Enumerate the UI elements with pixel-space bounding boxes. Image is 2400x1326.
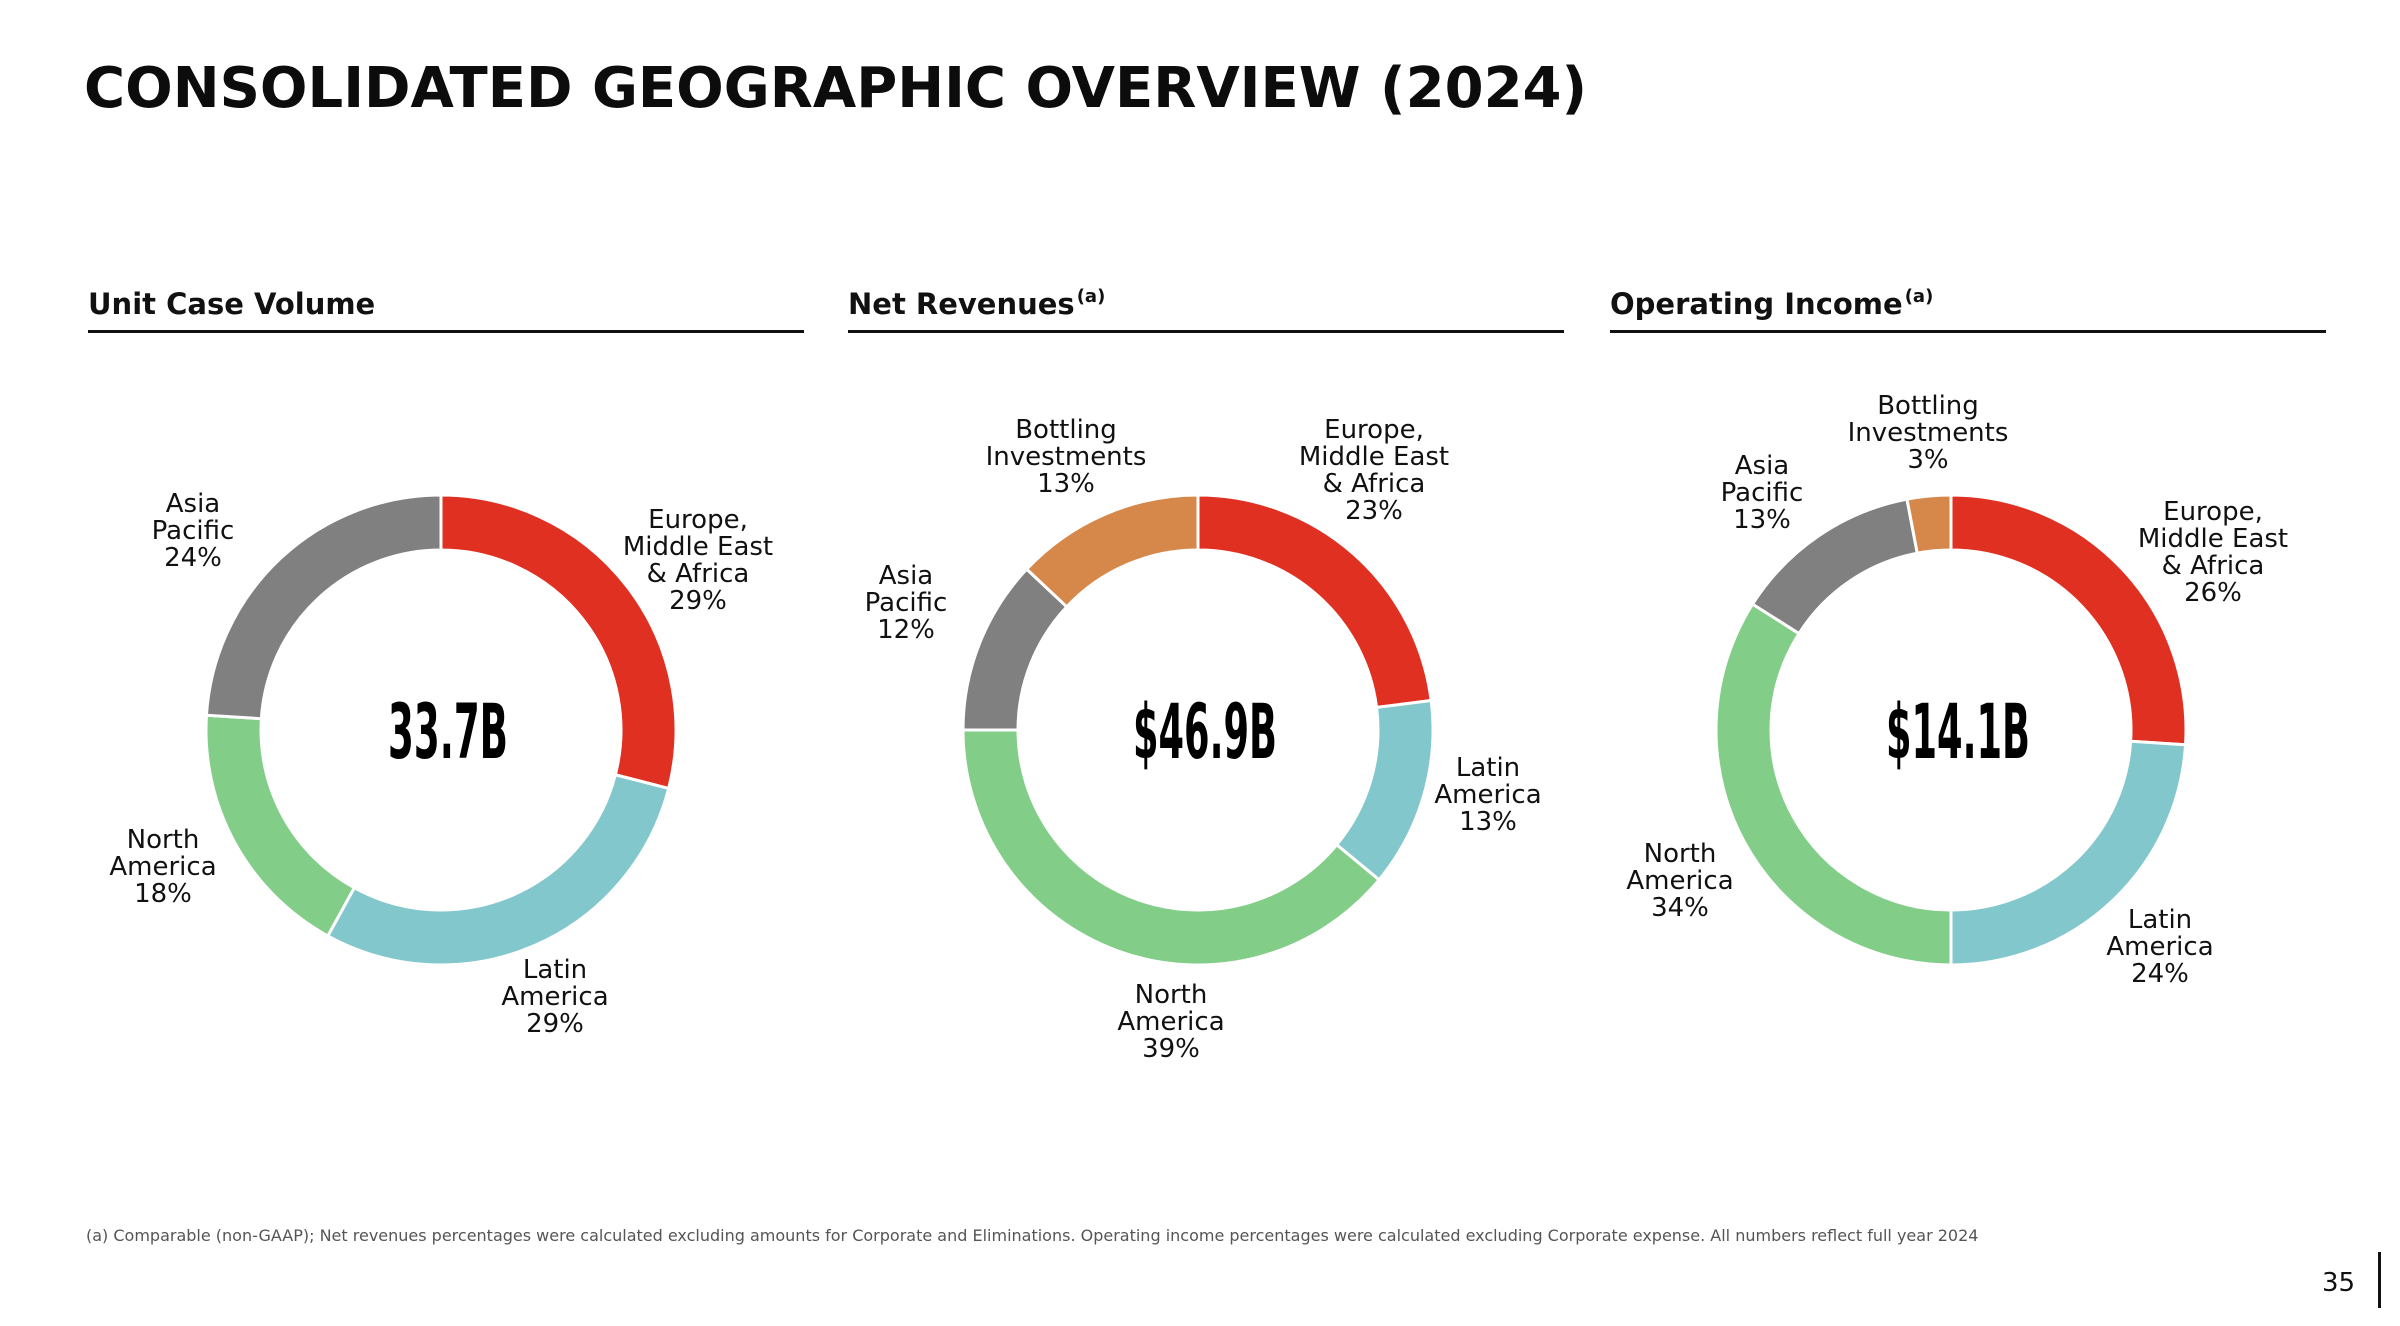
chart-title-operating-income: Operating Income (a): [1610, 286, 2326, 333]
chart-title-note: (a): [1904, 286, 1934, 307]
donut-chart: Europe, Middle East & Africa 26%Latin Americ…: [1626, 391, 2288, 989]
donut-slice-north-america: [961, 728, 1382, 967]
slice-label-line: America: [109, 852, 216, 882]
page-title: CONSOLIDATED GEOGRAPHIC OVERVIEW (2024): [84, 56, 1588, 121]
slice-label-bottling-investments: Bottling Investments 13%: [986, 415, 1147, 499]
chart-title-text: Net Revenues: [848, 287, 1075, 321]
slice-label-latin-america: Latin America 13%: [1434, 753, 1541, 837]
slice-label-value: 26%: [2184, 578, 2242, 608]
slice-label-value: 13%: [1733, 505, 1791, 535]
slice-label-line: North: [1644, 839, 1717, 869]
slice-label-line: Latin: [523, 955, 587, 985]
slice-label-value: 12%: [877, 615, 935, 645]
slice-label-line: Pacific: [1721, 478, 1804, 508]
slice-label-value: 29%: [669, 586, 727, 616]
chart-title-text: Operating Income: [1610, 287, 1903, 321]
donut-slice-north-america: [1714, 602, 1953, 967]
slice-label-asia-pacific: Asia Pacific 24%: [152, 489, 235, 573]
chart-title-note: (a): [1076, 286, 1106, 307]
chart-title-unit-case-volume: Unit Case Volume: [88, 286, 804, 333]
slice-label-europe-middle-east-africa: Europe, Middle East & Africa 26%: [2138, 497, 2288, 608]
chart-title-net-revenues: Net Revenues (a): [848, 286, 1564, 333]
slice-label-north-america: North America 18%: [109, 825, 216, 909]
slice-label-value: 24%: [2131, 959, 2189, 989]
slice-label-line: Asia: [879, 561, 934, 591]
footnote: (a) Comparable (non-GAAP); Net revenues …: [86, 1226, 1979, 1245]
donut-center-total: $46.9B: [1133, 687, 1277, 776]
slice-label-line: North: [1135, 980, 1208, 1010]
chart-title-text: Unit Case Volume: [88, 287, 376, 321]
slice-label-asia-pacific: Asia Pacific 13%: [1721, 451, 1804, 535]
slice-label-value: 18%: [134, 879, 192, 909]
donut-slice-asia-pacific: [204, 493, 443, 721]
slice-label-latin-america: Latin America 24%: [2106, 905, 2213, 989]
slice-label-line: Asia: [166, 489, 221, 519]
slice-label-line: Europe,: [1324, 415, 1424, 445]
slice-label-europe-middle-east-africa: Europe, Middle East & Africa 29%: [623, 505, 773, 616]
page-number-divider: [2378, 1252, 2381, 1308]
slice-label-line: & Africa: [647, 559, 750, 589]
slice-label-north-america: North America 34%: [1626, 839, 1733, 923]
slice-label-north-america: North America 39%: [1117, 980, 1224, 1064]
slice-label-line: Bottling: [1015, 415, 1117, 445]
slice-label-value: 39%: [1142, 1034, 1200, 1064]
slice-label-line: America: [2106, 932, 2213, 962]
slice-label-line: North: [127, 825, 200, 855]
slice-label-line: America: [1434, 780, 1541, 810]
slice-label-line: Latin: [1456, 753, 1520, 783]
donut-center-total: $14.1B: [1886, 687, 2030, 776]
slice-label-value: 23%: [1345, 496, 1403, 526]
slice-label-line: America: [1117, 1007, 1224, 1037]
donut-center-total: 33.7B: [388, 687, 508, 776]
donut-slice-bottling-investments: [1905, 493, 1953, 555]
slice-label-line: Europe,: [648, 505, 748, 535]
slice-label-line: Middle East: [2138, 524, 2288, 554]
slice-label-bottling-investments: Bottling Investments 3%: [1848, 391, 2009, 475]
donut-slice-latin-america: [325, 772, 671, 967]
slice-label-line: Pacific: [865, 588, 948, 618]
slice-label-value: 13%: [1459, 807, 1517, 837]
slice-label-value: 34%: [1651, 893, 1709, 923]
slice-label-europe-middle-east-africa: Europe, Middle East & Africa 23%: [1299, 415, 1449, 526]
slice-label-line: Bottling: [1877, 391, 1979, 421]
slice-label-line: Europe,: [2163, 497, 2263, 527]
donut-slice-bottling-investments: [1024, 493, 1200, 609]
slice-label-value: 29%: [526, 1009, 584, 1039]
slice-label-line: & Africa: [2162, 551, 2265, 581]
slice-label-value: 3%: [1907, 445, 1948, 475]
slice-label-line: Investments: [986, 442, 1147, 472]
slice-label-line: Pacific: [152, 516, 235, 546]
page-number: 35: [2322, 1268, 2356, 1298]
donut-slice-latin-america: [1334, 698, 1435, 882]
slice-label-latin-america: Latin America 29%: [501, 955, 608, 1039]
slice-label-value: 24%: [164, 543, 222, 573]
slice-label-line: America: [1626, 866, 1733, 896]
slice-label-line: Latin: [2128, 905, 2192, 935]
slice-label-line: Asia: [1735, 451, 1790, 481]
donut-chart: Europe, Middle East & Africa 29%Latin Americ…: [109, 489, 773, 1039]
slice-label-line: & Africa: [1323, 469, 1426, 499]
slice-label-line: Investments: [1848, 418, 2009, 448]
donut-chart: Europe, Middle East & Africa 23%Latin Americ…: [865, 415, 1542, 1064]
slice-label-line: Middle East: [623, 532, 773, 562]
slice-label-asia-pacific: Asia Pacific 12%: [865, 561, 948, 645]
donut-slice-europe-middle-east-africa: [1196, 493, 1433, 710]
slice-label-value: 13%: [1037, 469, 1095, 499]
slice-label-line: Middle East: [1299, 442, 1449, 472]
slice-label-line: America: [501, 982, 608, 1012]
donut-slice-north-america: [204, 713, 357, 938]
